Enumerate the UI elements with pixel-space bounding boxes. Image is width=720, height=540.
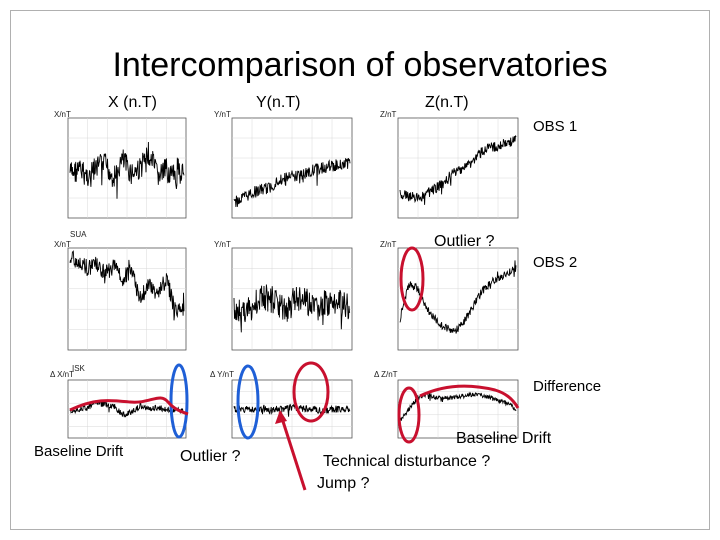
row-label-difference: Difference xyxy=(533,378,602,395)
column-header-y: Y(n.T) xyxy=(256,94,301,111)
outlier-marker-red xyxy=(399,246,425,312)
column-header-x: X (n.T) xyxy=(108,94,157,111)
annotation-outlier-bottom: Outlier ? xyxy=(180,448,241,465)
column-header-z: Z(n.T) xyxy=(425,94,469,111)
axis-label-y2: Y/nT xyxy=(214,240,231,249)
axis-label-z2: Z/nT xyxy=(380,240,397,249)
panel-trace-2 xyxy=(399,135,517,205)
station-label-sua: SUA xyxy=(70,230,87,239)
axis-label-dx: Δ X/nT xyxy=(50,370,75,379)
station-label-isk: ISK xyxy=(72,364,85,373)
outlier-marker-blue-right xyxy=(236,364,260,440)
annotation-outlier-top: Outlier ? xyxy=(434,233,495,250)
slide-frame xyxy=(10,10,710,530)
technical-arrow xyxy=(278,411,307,491)
panel-trace-4 xyxy=(233,284,351,333)
row-label-obs2: OBS 2 xyxy=(533,254,578,271)
axis-label-x2: X/nT xyxy=(54,240,71,249)
panel-trace-3 xyxy=(69,250,185,321)
annotation-baseline-drift-left: Baseline Drift xyxy=(34,443,124,460)
baseline-drift-curve-left xyxy=(69,396,189,416)
technical-marker-red xyxy=(292,361,330,423)
panel-trace-1 xyxy=(233,157,351,208)
outlier-marker-blue-left xyxy=(169,363,189,439)
slide-title: Intercomparison of observatories xyxy=(112,46,608,84)
panel-trace-5 xyxy=(399,260,517,334)
annotation-jump: Jump ? xyxy=(317,475,370,492)
annotation-technical-disturbance: Technical disturbance ? xyxy=(323,453,491,470)
panel-trace-0 xyxy=(69,141,185,199)
panel-trace-6 xyxy=(69,399,185,418)
jump-marker-red xyxy=(397,386,421,444)
axis-label-y1: Y/nT xyxy=(214,110,231,119)
baseline-drift-curve-right xyxy=(419,384,520,409)
axis-label-dy: Δ Y/nT xyxy=(210,370,235,379)
panel-trace-7 xyxy=(233,403,351,417)
annotation-baseline-drift-right: Baseline Drift xyxy=(456,430,552,447)
technical-arrow-head xyxy=(275,410,287,424)
panel-trace-8 xyxy=(399,391,517,421)
axis-label-dz: Δ Z/nT xyxy=(374,370,398,379)
axis-label-x1: X/nT xyxy=(54,110,71,119)
axis-label-z1: Z/nT xyxy=(380,110,397,119)
row-label-obs1: OBS 1 xyxy=(533,118,578,135)
